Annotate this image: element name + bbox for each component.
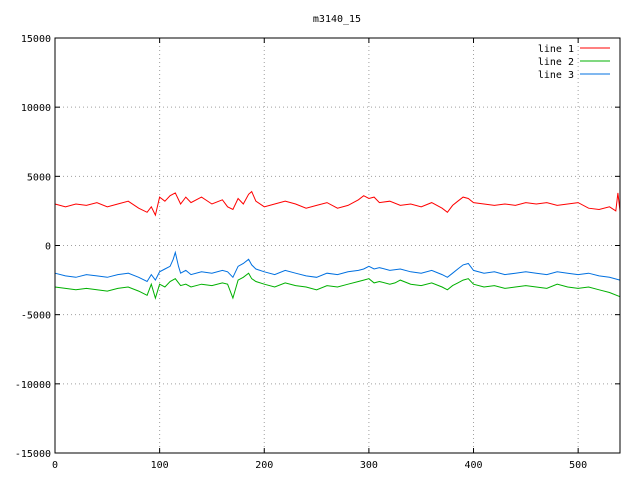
y-tick-label: -15000 bbox=[15, 449, 51, 460]
legend-label: line 3 bbox=[538, 70, 574, 81]
chart-title: m3140_15 bbox=[313, 14, 361, 25]
y-tick-label: 10000 bbox=[21, 103, 51, 114]
x-tick-label: 0 bbox=[52, 460, 58, 471]
legend-label: line 1 bbox=[538, 44, 574, 55]
y-tick-label: 5000 bbox=[27, 172, 51, 183]
y-tick-label: 15000 bbox=[21, 34, 51, 45]
legend: line 1 line 2 line 3 bbox=[538, 44, 610, 81]
x-tick-label: 200 bbox=[255, 460, 273, 471]
y-tick-label: -10000 bbox=[15, 380, 51, 391]
legend-label: line 2 bbox=[538, 57, 574, 68]
series-layer bbox=[54, 190, 621, 300]
plot-frame bbox=[54, 37, 621, 454]
series-line-3 bbox=[54, 250, 621, 283]
series-line-2 bbox=[54, 272, 621, 300]
y-tick-label: 0 bbox=[45, 242, 51, 253]
ticks: 0 100 200 300 400 500 -15000 -10000 -5000 0 5000 10… bbox=[15, 34, 620, 471]
grid bbox=[55, 38, 620, 453]
x-tick-label: 500 bbox=[569, 460, 587, 471]
y-tick-label: -5000 bbox=[21, 311, 51, 322]
series-line-1 bbox=[54, 190, 621, 217]
x-tick-label: 100 bbox=[151, 460, 169, 471]
x-tick-label: 300 bbox=[360, 460, 378, 471]
x-tick-label: 400 bbox=[464, 460, 482, 471]
